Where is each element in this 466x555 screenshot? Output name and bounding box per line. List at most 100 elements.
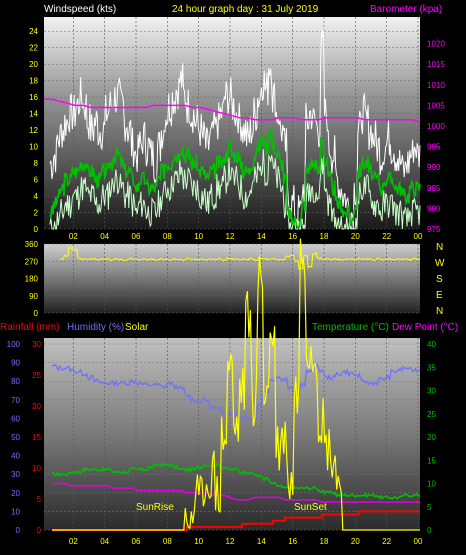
x-tick-label: 08 xyxy=(163,232,172,241)
x-tick-label: 06 xyxy=(132,537,141,546)
y-tick-label-wind: 16 xyxy=(29,93,38,102)
y-tick-label-humidity: 10 xyxy=(11,507,20,516)
y-tick-label-barometer: 1020 xyxy=(427,40,445,49)
y-tick-label-humidity: 70 xyxy=(11,396,20,405)
direction-letter-e: E xyxy=(436,290,443,301)
y-tick-label-temperature: 30 xyxy=(427,387,436,396)
y-tick-label-wind: 22 xyxy=(29,44,38,53)
solar-label: Solar xyxy=(125,322,149,333)
rainfall-label: Rainfall (mm) xyxy=(0,322,59,333)
wind-average-line xyxy=(49,126,421,229)
y-tick-label-wind: 8 xyxy=(34,159,39,168)
y-tick-label-rain: 20 xyxy=(32,402,41,411)
x-tick-label: 08 xyxy=(163,537,172,546)
solar-line xyxy=(52,238,420,531)
wind-min-line xyxy=(49,149,421,230)
y-tick-label-rain: 5 xyxy=(37,495,42,504)
y-tick-label-wind: 6 xyxy=(34,176,39,185)
y-tick-label-temperature: 10 xyxy=(427,480,436,489)
x-tick-label: 02 xyxy=(69,232,78,241)
temperature-label: Temperature (°C) xyxy=(312,322,389,333)
y-tick-label-temperature: 5 xyxy=(427,503,432,512)
barometer-label: Barometer (kpa) xyxy=(370,4,442,15)
x-tick-label: 12 xyxy=(226,537,235,546)
x-tick-label: 16 xyxy=(288,232,297,241)
direction-letter-n-top: N xyxy=(436,242,443,253)
x-tick-label: 22 xyxy=(382,232,391,241)
y-tick-label-humidity: 50 xyxy=(11,433,20,442)
humidity-line xyxy=(51,363,421,422)
y-tick-label-rain: 30 xyxy=(32,340,41,349)
y-tick-label-barometer: 1015 xyxy=(427,60,445,69)
y-tick-label-temperature: 20 xyxy=(427,433,436,442)
y-tick-label-barometer: 990 xyxy=(427,163,441,172)
y-tick-label-direction: 0 xyxy=(34,309,39,318)
y-tick-label-temperature: 25 xyxy=(427,410,436,419)
x-tick-label: 22 xyxy=(382,537,391,546)
direction-letter-w: W xyxy=(435,258,445,269)
windspeed-label: Windspeed (kts) xyxy=(44,4,116,15)
y-tick-label-barometer: 1000 xyxy=(427,122,445,131)
y-tick-label-wind: 2 xyxy=(34,209,39,218)
y-tick-label-humidity: 80 xyxy=(11,377,20,386)
x-tick-label: 10 xyxy=(194,232,203,241)
y-tick-label-temperature: 35 xyxy=(427,363,436,372)
y-tick-label-direction: 270 xyxy=(25,257,39,266)
x-tick-label: 16 xyxy=(288,537,297,546)
y-tick-label-barometer: 1010 xyxy=(427,81,445,90)
temperature-line xyxy=(51,461,421,501)
x-tick-label: 00 xyxy=(414,537,423,546)
y-tick-label-barometer: 975 xyxy=(427,225,441,234)
sunset-label: SunSet xyxy=(294,502,327,513)
y-tick-label-rain: 10 xyxy=(32,464,41,473)
y-tick-label-rain: 0 xyxy=(37,526,42,535)
x-tick-label: 10 xyxy=(194,537,203,546)
y-tick-label-wind: 0 xyxy=(34,225,39,234)
y-tick-label-humidity: 30 xyxy=(11,470,20,479)
x-tick-label: 18 xyxy=(320,232,329,241)
y-tick-label-rain: 15 xyxy=(32,433,41,442)
chart-series xyxy=(44,30,421,531)
x-tick-label: 12 xyxy=(226,232,235,241)
y-tick-label-temperature: 0 xyxy=(427,526,432,535)
y-tick-label-humidity: 100 xyxy=(7,340,21,349)
y-tick-label-humidity: 40 xyxy=(11,452,20,461)
x-tick-label: 06 xyxy=(132,232,141,241)
x-tick-label: 00 xyxy=(414,232,423,241)
y-tick-label-wind: 14 xyxy=(29,110,38,119)
y-tick-label-temperature: 40 xyxy=(427,340,436,349)
wind-direction-line xyxy=(59,246,421,270)
y-tick-label-barometer: 995 xyxy=(427,143,441,152)
direction-letter-n-bottom: N xyxy=(436,306,443,317)
x-tick-label: 14 xyxy=(257,537,266,546)
y-tick-label-temperature: 15 xyxy=(427,456,436,465)
y-tick-label-wind: 10 xyxy=(29,143,38,152)
y-tick-label-barometer: 980 xyxy=(427,204,441,213)
x-tick-label: 18 xyxy=(320,537,329,546)
humidity-label: Humidity (%) xyxy=(67,322,124,333)
direction-letter-s: S xyxy=(436,274,443,285)
y-tick-label-rain: 25 xyxy=(32,371,41,380)
x-tick-label: 20 xyxy=(351,537,360,546)
y-tick-label-direction: 90 xyxy=(29,292,38,301)
x-tick-label: 04 xyxy=(100,232,109,241)
y-tick-label-wind: 20 xyxy=(29,60,38,69)
x-tick-label: 20 xyxy=(351,232,360,241)
y-tick-label-barometer: 1005 xyxy=(427,101,445,110)
x-tick-label: 04 xyxy=(100,537,109,546)
wind-panel xyxy=(44,17,420,229)
y-tick-label-wind: 12 xyxy=(29,126,38,135)
chart-title: 24 hour graph day : 31 July 2019 xyxy=(172,4,319,15)
x-tick-label: 02 xyxy=(69,537,78,546)
dewpoint-label: Dew Point (°C) xyxy=(392,322,458,333)
y-tick-label-direction: 360 xyxy=(25,240,39,249)
y-tick-label-humidity: 90 xyxy=(11,359,20,368)
x-tick-label: 14 xyxy=(257,232,266,241)
y-tick-label-humidity: 20 xyxy=(11,489,20,498)
barometer-line xyxy=(44,98,421,123)
y-tick-label-wind: 24 xyxy=(29,27,38,36)
y-tick-label-wind: 4 xyxy=(34,192,39,201)
y-tick-label-humidity: 60 xyxy=(11,414,20,423)
